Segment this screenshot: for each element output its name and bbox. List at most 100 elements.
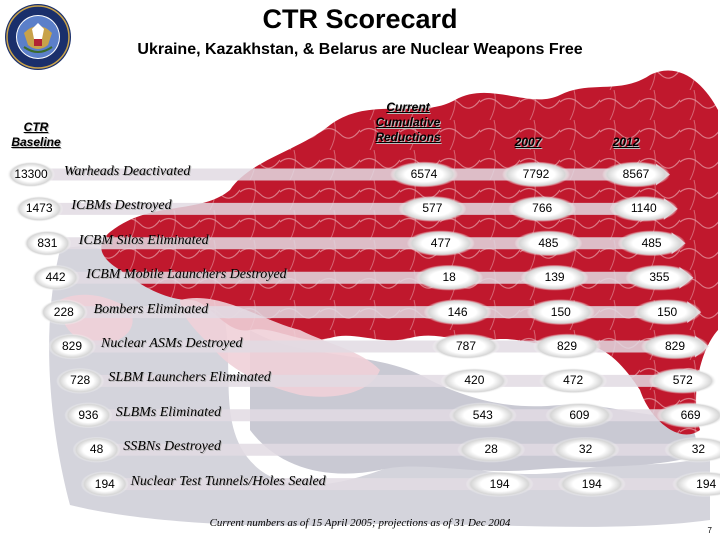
page-number: 7 xyxy=(707,526,712,535)
value-glow xyxy=(664,436,720,463)
row-label: Nuclear Test Tunnels/Holes Sealed xyxy=(130,473,326,489)
value-glow xyxy=(398,195,467,222)
value-glow xyxy=(448,402,517,429)
value-glow xyxy=(602,161,670,188)
value-glow xyxy=(7,161,55,188)
value-glow xyxy=(617,230,686,257)
current-value: 787 xyxy=(455,339,477,353)
value-glow xyxy=(551,436,620,463)
row-label: SLBM Launchers Eliminated xyxy=(108,370,271,386)
value-glow xyxy=(672,471,720,498)
value-glow xyxy=(56,367,105,394)
value-2012: 572 xyxy=(672,373,693,388)
value-glow xyxy=(415,264,484,291)
value-2007: 472 xyxy=(563,373,584,388)
baseline-value: 228 xyxy=(53,304,74,319)
value-2007: 139 xyxy=(544,270,565,285)
baseline-value: 831 xyxy=(37,235,58,250)
value-2012: 1140 xyxy=(630,201,657,216)
value-2012: 829 xyxy=(664,339,686,353)
value-2012: 8567 xyxy=(622,167,650,181)
row-label: Nuclear ASMs Destroyed xyxy=(101,336,243,351)
value-glow xyxy=(457,436,526,463)
row-label: ICBMs Destroyed xyxy=(71,198,172,214)
value-2007: 194 xyxy=(581,476,602,491)
value-glow xyxy=(502,161,570,188)
value-glow xyxy=(31,264,80,291)
value-glow xyxy=(508,195,577,222)
row-label: ICBM Silos Eliminated xyxy=(78,232,209,248)
baseline-value: 936 xyxy=(78,407,99,422)
value-glow xyxy=(465,471,534,498)
value-glow xyxy=(23,230,72,257)
value-glow xyxy=(609,195,678,222)
row-label: Bombers Eliminated xyxy=(93,301,209,317)
value-glow xyxy=(557,471,626,498)
footnote: Current numbers as of 15 April 2005; pro… xyxy=(209,517,511,529)
value-glow xyxy=(526,299,595,326)
current-value: 6574 xyxy=(410,167,438,181)
value-glow xyxy=(633,299,702,326)
baseline-value: 728 xyxy=(70,373,91,388)
value-glow xyxy=(539,367,608,394)
current-value: 477 xyxy=(430,235,451,250)
value-glow xyxy=(648,367,717,394)
value-2007: 7792 xyxy=(522,167,550,181)
value-2012: 485 xyxy=(641,235,662,250)
value-2007: 829 xyxy=(556,339,578,353)
value-2012: 355 xyxy=(649,270,670,285)
column-header-2012: 2012 xyxy=(612,135,640,149)
department-of-defense-seal-icon xyxy=(5,4,71,70)
value-glow xyxy=(514,230,583,257)
value-glow xyxy=(80,471,129,498)
value-glow xyxy=(48,333,96,360)
baseline-value: 1473 xyxy=(25,201,53,216)
value-2007: 150 xyxy=(550,304,571,319)
current-value: 543 xyxy=(472,407,493,422)
baseline-value: 13300 xyxy=(14,167,48,181)
baseline-value: 194 xyxy=(94,476,115,491)
baseline-value: 829 xyxy=(61,339,83,353)
value-2012: 194 xyxy=(696,476,717,491)
current-value: 420 xyxy=(464,373,485,388)
value-glow xyxy=(520,264,589,291)
value-glow xyxy=(72,436,121,463)
current-value: 577 xyxy=(422,201,443,216)
row-label: SSBNs Destroyed xyxy=(123,439,222,455)
baseline-value: 442 xyxy=(45,270,66,285)
value-glow xyxy=(64,402,113,429)
current-value: 146 xyxy=(447,304,468,319)
value-glow xyxy=(390,161,458,188)
page-title: CTR Scorecard xyxy=(262,4,458,34)
current-value: 28 xyxy=(484,442,498,457)
value-glow xyxy=(545,402,614,429)
value-glow xyxy=(432,333,500,360)
value-glow xyxy=(625,264,694,291)
value-glow xyxy=(406,230,475,257)
value-2007: 32 xyxy=(578,442,593,457)
value-2012: 32 xyxy=(691,442,706,457)
value-glow xyxy=(440,367,509,394)
column-header-2007: 2007 xyxy=(514,135,542,149)
value-2012: 150 xyxy=(657,304,678,319)
column-header-baseline: CTR Baseline xyxy=(11,120,61,149)
column-header-current: Current Cumulative Reductions xyxy=(375,100,441,144)
value-glow xyxy=(641,333,709,360)
value-2007: 766 xyxy=(532,201,553,216)
value-2007: 485 xyxy=(538,235,559,250)
value-2007: 609 xyxy=(569,407,590,422)
baseline-value: 48 xyxy=(89,442,104,457)
row-label: SLBMs Eliminated xyxy=(115,404,222,420)
page-subtitle: Ukraine, Kazakhstan, & Belarus are Nucle… xyxy=(137,41,583,58)
value-glow xyxy=(423,299,492,326)
value-glow xyxy=(656,402,720,429)
value-2012: 669 xyxy=(680,407,701,422)
arrows-layer xyxy=(7,161,720,498)
value-glow xyxy=(15,195,64,222)
value-glow xyxy=(39,299,88,326)
current-value: 194 xyxy=(489,476,510,491)
row-label: Warheads Deactivated xyxy=(64,164,191,179)
current-value: 18 xyxy=(442,270,456,285)
